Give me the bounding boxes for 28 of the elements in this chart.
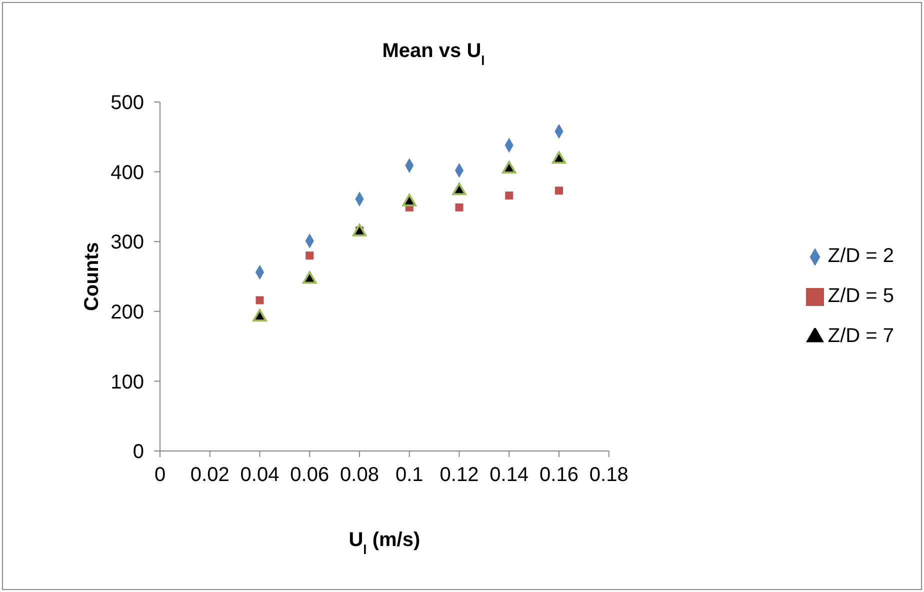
x-tick-label: 0.16 xyxy=(540,464,578,486)
point xyxy=(306,252,314,260)
point xyxy=(256,296,264,304)
y-tick-label: 400 xyxy=(110,162,144,184)
point xyxy=(452,182,466,196)
y-tick-label: 100 xyxy=(110,371,144,394)
point xyxy=(554,186,563,195)
x-tick-label: 0.02 xyxy=(190,464,230,486)
y-tick-label: 200 xyxy=(110,302,144,324)
legend-label: Z/D = 5 xyxy=(828,285,894,307)
y-axis-title: Counts xyxy=(81,242,103,311)
point xyxy=(455,203,464,212)
legend-label: Z/D = 7 xyxy=(828,325,894,347)
x-tick-label: 0.1 xyxy=(395,464,424,486)
x-tick-label: 0 xyxy=(154,464,166,486)
x-tick-label: 0.08 xyxy=(340,464,379,486)
y-tick-label: 300 xyxy=(110,232,144,254)
y-tick-label: 500 xyxy=(110,92,144,114)
point xyxy=(505,192,514,200)
x-axis-title: U$_{l}$ (m/s) xyxy=(348,529,420,556)
y-tick-label: 0 xyxy=(132,441,144,464)
x-tick-label: 0.06 xyxy=(290,464,330,486)
x-tick-label: 0.04 xyxy=(240,464,280,486)
legend-label: Z/D = 2 xyxy=(828,245,894,267)
x-tick-label: 0.18 xyxy=(589,464,628,486)
chart-title: Mean vs U$_{l}$ xyxy=(382,40,485,68)
x-tick-label: 0.14 xyxy=(490,464,529,486)
x-tick-label: 0.12 xyxy=(440,464,479,486)
